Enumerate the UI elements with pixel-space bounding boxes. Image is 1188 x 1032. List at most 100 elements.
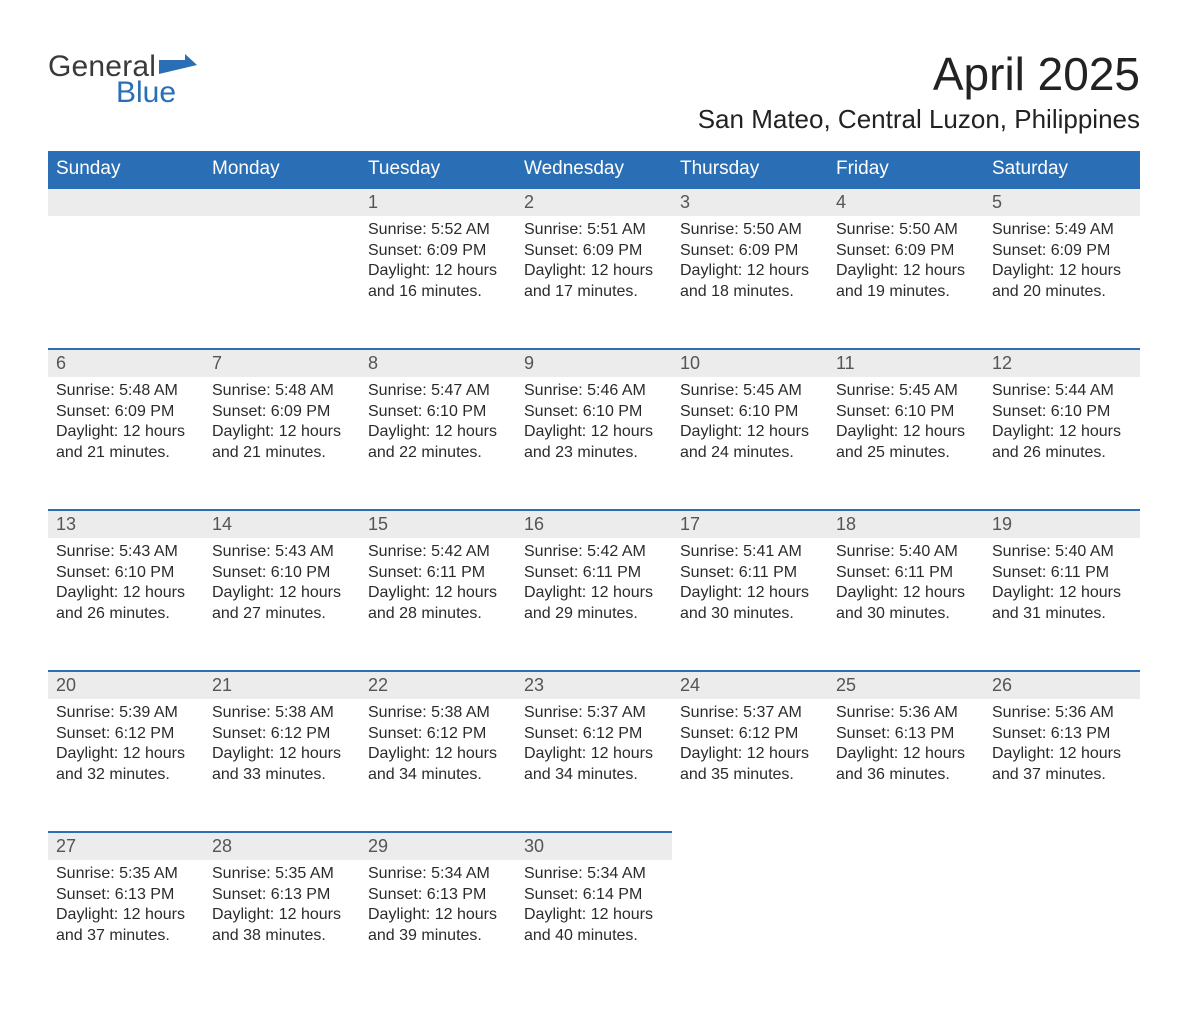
page-header: General Blue April 2025 San Mateo, Centr… [48,50,1140,147]
weekday-header: Wednesday [516,151,672,187]
day-number: 6 [48,348,204,377]
empty-cell [204,187,360,216]
sunset-line: Sunset: 6:12 PM [524,724,664,744]
daylight-line: Daylight: 12 hours and 37 minutes. [56,905,196,946]
sunrise-line: Sunrise: 5:43 AM [56,542,196,562]
day-cell: Sunrise: 5:41 AMSunset: 6:11 PMDaylight:… [672,538,828,670]
day-cell: Sunrise: 5:40 AMSunset: 6:11 PMDaylight:… [984,538,1140,670]
day-number-cell: 21 [204,670,360,699]
calendar-page: General Blue April 2025 San Mateo, Centr… [0,0,1188,1032]
daylight-line: Daylight: 12 hours and 26 minutes. [992,422,1132,463]
sunrise-line: Sunrise: 5:36 AM [836,703,976,723]
sunset-line: Sunset: 6:12 PM [680,724,820,744]
day-cell: Sunrise: 5:52 AMSunset: 6:09 PMDaylight:… [360,216,516,348]
day-cell: Sunrise: 5:43 AMSunset: 6:10 PMDaylight:… [48,538,204,670]
day-cell: Sunrise: 5:48 AMSunset: 6:09 PMDaylight:… [48,377,204,509]
day-number-cell: 29 [360,831,516,860]
day-number-cell: 24 [672,670,828,699]
day-cell: Sunrise: 5:50 AMSunset: 6:09 PMDaylight:… [672,216,828,348]
sunrise-line: Sunrise: 5:48 AM [56,381,196,401]
sunset-line: Sunset: 6:10 PM [836,402,976,422]
sunset-line: Sunset: 6:09 PM [992,241,1132,261]
day-content: Sunrise: 5:47 AMSunset: 6:10 PMDaylight:… [360,377,516,471]
day-number: 14 [204,509,360,538]
sunset-line: Sunset: 6:09 PM [56,402,196,422]
sunrise-line: Sunrise: 5:42 AM [524,542,664,562]
sunrise-line: Sunrise: 5:45 AM [680,381,820,401]
calendar-week-numrow: 6789101112 [48,348,1140,377]
day-content: Sunrise: 5:42 AMSunset: 6:11 PMDaylight:… [516,538,672,632]
day-number: 16 [516,509,672,538]
sunrise-line: Sunrise: 5:37 AM [524,703,664,723]
sunrise-line: Sunrise: 5:37 AM [680,703,820,723]
sunrise-line: Sunrise: 5:50 AM [680,220,820,240]
day-number-cell: 10 [672,348,828,377]
day-number: 9 [516,348,672,377]
calendar-body: 12345Sunrise: 5:52 AMSunset: 6:09 PMDayl… [48,187,1140,992]
calendar-week-numrow: 13141516171819 [48,509,1140,538]
daylight-line: Daylight: 12 hours and 40 minutes. [524,905,664,946]
sunset-line: Sunset: 6:12 PM [212,724,352,744]
month-title: April 2025 [698,50,1140,98]
day-number: 28 [204,831,360,860]
day-cell: Sunrise: 5:34 AMSunset: 6:13 PMDaylight:… [360,860,516,992]
daylight-line: Daylight: 12 hours and 26 minutes. [56,583,196,624]
calendar-week-numrow: 12345 [48,187,1140,216]
day-number-cell: 4 [828,187,984,216]
sunset-line: Sunset: 6:10 PM [368,402,508,422]
sunrise-line: Sunrise: 5:39 AM [56,703,196,723]
calendar-week-row: Sunrise: 5:35 AMSunset: 6:13 PMDaylight:… [48,860,1140,992]
day-number-cell: 13 [48,509,204,538]
daylight-line: Daylight: 12 hours and 31 minutes. [992,583,1132,624]
daylight-line: Daylight: 12 hours and 25 minutes. [836,422,976,463]
sunset-line: Sunset: 6:10 PM [680,402,820,422]
day-content: Sunrise: 5:45 AMSunset: 6:10 PMDaylight:… [672,377,828,471]
day-number-cell: 30 [516,831,672,860]
day-content: Sunrise: 5:51 AMSunset: 6:09 PMDaylight:… [516,216,672,310]
day-number: 27 [48,831,204,860]
daylight-line: Daylight: 12 hours and 27 minutes. [212,583,352,624]
day-number: 23 [516,670,672,699]
day-number: 29 [360,831,516,860]
day-content: Sunrise: 5:35 AMSunset: 6:13 PMDaylight:… [48,860,204,954]
day-cell: Sunrise: 5:42 AMSunset: 6:11 PMDaylight:… [360,538,516,670]
day-number: 24 [672,670,828,699]
empty-cell [984,831,1140,860]
weekday-header: Saturday [984,151,1140,187]
day-content: Sunrise: 5:34 AMSunset: 6:13 PMDaylight:… [360,860,516,954]
day-number: 21 [204,670,360,699]
daylight-line: Daylight: 12 hours and 37 minutes. [992,744,1132,785]
day-number-cell: 27 [48,831,204,860]
calendar-week-numrow: 20212223242526 [48,670,1140,699]
daylight-line: Daylight: 12 hours and 34 minutes. [368,744,508,785]
day-number: 10 [672,348,828,377]
day-content: Sunrise: 5:52 AMSunset: 6:09 PMDaylight:… [360,216,516,310]
day-number: 11 [828,348,984,377]
day-number-cell: 1 [360,187,516,216]
daylight-line: Daylight: 12 hours and 35 minutes. [680,744,820,785]
weekday-header: Monday [204,151,360,187]
weekday-header: Sunday [48,151,204,187]
sunset-line: Sunset: 6:13 PM [368,885,508,905]
day-cell: Sunrise: 5:45 AMSunset: 6:10 PMDaylight:… [828,377,984,509]
day-cell: Sunrise: 5:48 AMSunset: 6:09 PMDaylight:… [204,377,360,509]
day-number: 20 [48,670,204,699]
sunset-line: Sunset: 6:11 PM [836,563,976,583]
day-content: Sunrise: 5:42 AMSunset: 6:11 PMDaylight:… [360,538,516,632]
day-content: Sunrise: 5:43 AMSunset: 6:10 PMDaylight:… [48,538,204,632]
title-block: April 2025 San Mateo, Central Luzon, Phi… [698,50,1140,147]
day-number: 1 [360,187,516,216]
day-number: 2 [516,187,672,216]
empty-cell [828,860,984,992]
empty-cell [672,831,828,860]
day-content: Sunrise: 5:49 AMSunset: 6:09 PMDaylight:… [984,216,1140,310]
calendar-week-row: Sunrise: 5:52 AMSunset: 6:09 PMDaylight:… [48,216,1140,348]
day-number-cell: 8 [360,348,516,377]
sunrise-line: Sunrise: 5:38 AM [368,703,508,723]
sunset-line: Sunset: 6:09 PM [680,241,820,261]
sunrise-line: Sunrise: 5:52 AM [368,220,508,240]
day-cell: Sunrise: 5:36 AMSunset: 6:13 PMDaylight:… [984,699,1140,831]
day-content: Sunrise: 5:38 AMSunset: 6:12 PMDaylight:… [360,699,516,793]
day-number-cell: 26 [984,670,1140,699]
day-number-cell: 2 [516,187,672,216]
